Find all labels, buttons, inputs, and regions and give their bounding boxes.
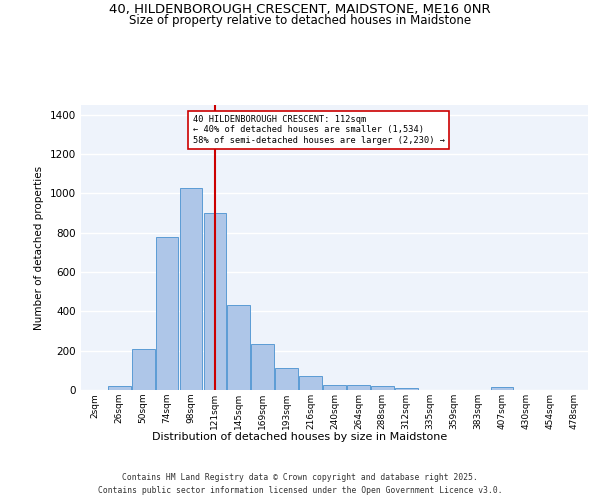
Y-axis label: Number of detached properties: Number of detached properties — [34, 166, 44, 330]
Bar — [132, 348, 155, 390]
Text: Size of property relative to detached houses in Maidstone: Size of property relative to detached ho… — [129, 14, 471, 27]
Bar — [179, 188, 202, 390]
Bar — [203, 213, 226, 390]
Bar — [108, 386, 131, 390]
Bar — [395, 388, 418, 390]
Bar — [371, 386, 394, 390]
Text: Distribution of detached houses by size in Maidstone: Distribution of detached houses by size … — [152, 432, 448, 442]
Bar — [347, 385, 370, 390]
Bar — [156, 236, 178, 390]
Bar — [227, 306, 250, 390]
Text: 40, HILDENBOROUGH CRESCENT, MAIDSTONE, ME16 0NR: 40, HILDENBOROUGH CRESCENT, MAIDSTONE, M… — [109, 2, 491, 16]
Bar — [299, 376, 322, 390]
Text: Contains HM Land Registry data © Crown copyright and database right 2025.
Contai: Contains HM Land Registry data © Crown c… — [98, 473, 502, 495]
Bar — [275, 368, 298, 390]
Bar — [251, 344, 274, 390]
Bar — [491, 387, 513, 390]
Text: 40 HILDENBOROUGH CRESCENT: 112sqm
← 40% of detached houses are smaller (1,534)
5: 40 HILDENBOROUGH CRESCENT: 112sqm ← 40% … — [193, 115, 445, 145]
Bar — [323, 385, 346, 390]
